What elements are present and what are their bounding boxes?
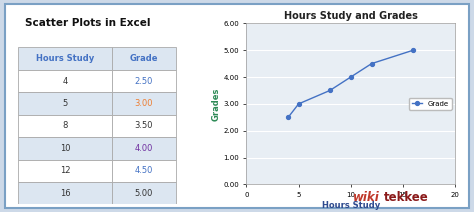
Text: 5.00: 5.00: [135, 189, 153, 198]
Text: wiki: wiki: [353, 191, 380, 204]
Text: 4.50: 4.50: [135, 166, 153, 175]
FancyBboxPatch shape: [112, 47, 176, 70]
FancyBboxPatch shape: [112, 137, 176, 160]
Grade: [369, 62, 374, 65]
FancyBboxPatch shape: [112, 160, 176, 182]
Line: Grade: Grade: [286, 48, 415, 119]
Text: 5: 5: [63, 99, 68, 108]
Title: Hours Study and Grades: Hours Study and Grades: [284, 11, 418, 21]
Text: 8: 8: [63, 121, 68, 131]
Text: Scatter Plots in Excel: Scatter Plots in Excel: [25, 18, 150, 28]
FancyBboxPatch shape: [18, 70, 112, 92]
Legend: Grade: Grade: [409, 98, 452, 110]
FancyBboxPatch shape: [18, 182, 112, 205]
Grade: [285, 116, 291, 119]
FancyBboxPatch shape: [18, 92, 112, 115]
Grade: [410, 49, 416, 52]
Text: tekkee: tekkee: [384, 191, 428, 204]
Text: 3.50: 3.50: [135, 121, 153, 131]
FancyBboxPatch shape: [112, 115, 176, 137]
Grade: [327, 89, 333, 92]
Text: 2.50: 2.50: [135, 77, 153, 86]
Text: 4.00: 4.00: [135, 144, 153, 153]
Grade: [296, 103, 301, 105]
FancyBboxPatch shape: [18, 137, 112, 160]
Text: 12: 12: [60, 166, 70, 175]
X-axis label: Hours Study: Hours Study: [322, 201, 380, 210]
FancyBboxPatch shape: [18, 115, 112, 137]
Text: 16: 16: [60, 189, 70, 198]
FancyBboxPatch shape: [112, 70, 176, 92]
Text: 3.00: 3.00: [135, 99, 153, 108]
Grade: [348, 76, 354, 78]
FancyBboxPatch shape: [112, 182, 176, 205]
Text: Grade: Grade: [130, 54, 158, 63]
FancyBboxPatch shape: [18, 47, 112, 70]
Text: Hours Study: Hours Study: [36, 54, 94, 63]
Text: 10: 10: [60, 144, 70, 153]
FancyBboxPatch shape: [18, 160, 112, 182]
Y-axis label: Grades: Grades: [211, 87, 220, 121]
FancyBboxPatch shape: [112, 92, 176, 115]
Text: 4: 4: [63, 77, 68, 86]
